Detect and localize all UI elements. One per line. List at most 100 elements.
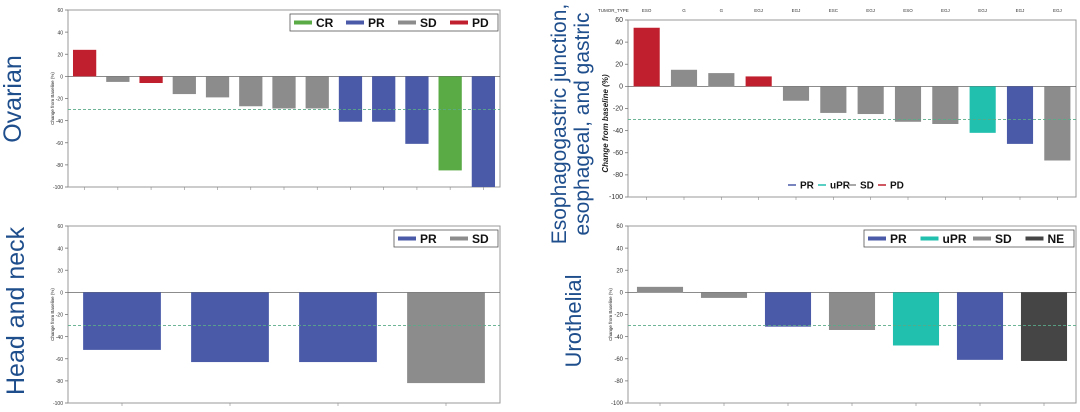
bar-sd — [272, 76, 296, 109]
bar-sd — [820, 86, 847, 113]
bar-sd — [172, 76, 196, 95]
legend-label-pd: PD — [890, 181, 904, 192]
head-neck-panel-label: Head and neck — [2, 226, 30, 395]
y-tick-label: 60 — [57, 224, 63, 230]
y-tick-label: 0 — [619, 84, 623, 91]
bar-pr — [1006, 86, 1034, 144]
bar-sd — [106, 76, 130, 82]
y-tick-label: -100 — [611, 401, 624, 407]
legend-label-pr: PR — [800, 181, 815, 192]
y-tick-label: 20 — [615, 61, 623, 68]
ovarian-panel-label: Ovarian — [0, 55, 27, 143]
bar-sd — [700, 292, 748, 298]
tumor-type-header: TUMOR_TYPE — [598, 8, 629, 13]
bar-sd — [1044, 86, 1071, 161]
y-tick-label: -20 — [614, 313, 623, 319]
legend-label-sd: SD — [472, 232, 489, 246]
y-tick-label: -100 — [53, 401, 63, 407]
bar-pr — [191, 292, 269, 363]
tumor-type-label: G — [682, 8, 686, 13]
head-neck-waterfall-chart: 60 40 20 0 -20 -40 -60 -80 -100 Change from Basel… — [50, 224, 501, 407]
bar-sd — [670, 69, 698, 87]
y-tick-label: 60 — [616, 224, 623, 230]
bar-sd — [205, 76, 230, 98]
bar-sd — [782, 86, 810, 101]
egj-panel-label-line1: Esophagogastric junction, — [548, 3, 571, 245]
y-tick-label: 20 — [57, 52, 63, 58]
bar-sd — [857, 86, 884, 115]
y-tick-label: -60 — [614, 357, 623, 363]
tumor-type-label: EGJ — [866, 8, 875, 13]
y-tick-label: 40 — [616, 246, 623, 252]
bar-pr — [764, 292, 812, 327]
y-tick-label: 40 — [615, 39, 623, 46]
y-axis-label: Change from baseline (%) — [601, 74, 610, 173]
legend-label-upr: uPR — [943, 232, 967, 246]
y-tick-label: 40 — [57, 30, 63, 36]
bar-sd — [932, 86, 959, 124]
y-tick-label: -20 — [56, 313, 63, 319]
y-tick-label: -20 — [56, 97, 63, 103]
legend-label-ne: NE — [1048, 232, 1065, 246]
bar-sd — [407, 292, 485, 384]
y-tick-label: -60 — [56, 357, 63, 363]
legend-label-upr: uPR — [830, 181, 851, 192]
legend-label-sd: SD — [860, 181, 874, 192]
bar-pd — [633, 27, 660, 87]
bar-pr — [83, 292, 161, 350]
y-tick-label: 0 — [60, 75, 63, 81]
tumor-type-label: EGJ — [978, 8, 987, 13]
urothelial-panel-label: Urothelial — [561, 274, 586, 368]
legend-box — [289, 13, 499, 32]
bar-pr — [338, 76, 363, 122]
bar-pd — [72, 49, 97, 77]
legend-label-pr: PR — [368, 16, 385, 30]
y-tick-label: -80 — [614, 379, 623, 385]
tumor-type-label: G — [720, 8, 724, 13]
bar-ne — [1020, 292, 1068, 361]
legend-label-pr: PR — [420, 232, 437, 246]
y-tick-label: 0 — [60, 291, 63, 297]
legend-label-pr: PR — [890, 232, 907, 246]
tumor-type-label: ESO — [642, 8, 652, 13]
y-tick-label: -80 — [56, 163, 63, 169]
y-tick-label: 40 — [57, 246, 63, 252]
y-tick-label: -80 — [56, 379, 63, 385]
tumor-type-label: ESO — [903, 8, 913, 13]
egj-waterfall-chart: 60 40 20 0 -20 -40 -60 -80 -100 Change from basel… — [598, 8, 1077, 201]
y-tick-label: -80 — [613, 172, 623, 179]
y-tick-label: -100 — [53, 185, 63, 191]
y-axis-label: Change from Baseline (%) — [50, 288, 55, 341]
tumor-type-label: EGJ — [1053, 8, 1062, 13]
plot-area-frame — [627, 19, 1077, 198]
y-tick-label: -40 — [614, 335, 623, 341]
egj-panel-label-line2: esophageal, and gastric — [571, 12, 595, 236]
bar-sd — [894, 86, 922, 122]
bar-pr — [956, 292, 1004, 360]
y-tick-label: 20 — [57, 268, 63, 274]
y-tick-label: -60 — [613, 150, 623, 157]
bar-sd — [305, 76, 329, 109]
bar-sd — [636, 286, 684, 293]
y-tick-label: -60 — [56, 141, 63, 147]
y-tick-label: -100 — [609, 194, 623, 201]
ovarian-waterfall-chart: 60 40 20 0 -20 -40 -60 -80 -100 Change from Basel… — [50, 8, 501, 191]
legend-box — [863, 229, 1075, 248]
tumor-type-label: ESC — [829, 8, 839, 13]
y-tick-label: -40 — [613, 128, 623, 135]
legend-label-cr: CR — [316, 16, 334, 30]
legend-label-pd: PD — [472, 16, 489, 30]
bar-pd — [745, 76, 772, 87]
legend-label-sd: SD — [995, 232, 1012, 246]
y-axis-label: Change from Baseline (%) — [50, 72, 55, 125]
tumor-type-label: EGJ — [792, 8, 801, 13]
y-tick-label: -40 — [56, 335, 63, 341]
bar-upr — [892, 292, 940, 346]
tumor-type-label: EGJ — [754, 8, 763, 13]
y-tick-label: 60 — [615, 17, 623, 24]
bar-pd — [139, 76, 163, 84]
bar-upr — [969, 86, 996, 133]
urothelial-waterfall-chart: 60 40 20 0 -20 -40 -60 -80 -100 Change from Basel… — [608, 224, 1077, 407]
bar-sd — [708, 73, 735, 87]
legend-box — [393, 229, 499, 248]
